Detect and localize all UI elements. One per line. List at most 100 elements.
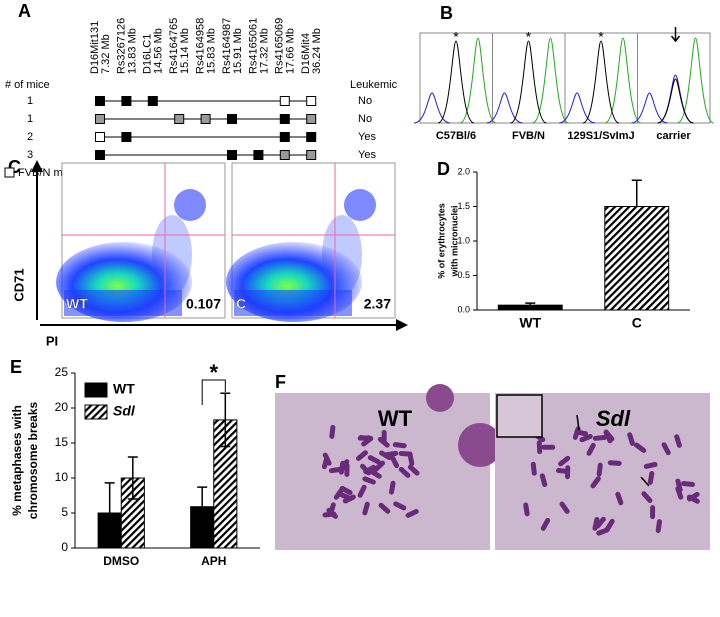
trace-green (677, 37, 714, 124)
leukemic-status: No (358, 95, 372, 107)
marker-name: Rs4164987 (221, 18, 233, 74)
marker-name: Rs4165061 (247, 18, 259, 74)
chromosome (329, 424, 336, 439)
leukemic-status: Yes (358, 149, 376, 161)
marker-cell (200, 114, 211, 124)
marker-cell (227, 150, 237, 160)
arrow-head (396, 319, 408, 331)
chromosome (384, 450, 399, 458)
chromosome (407, 464, 420, 476)
chromosome (641, 491, 653, 503)
trace-black (437, 40, 475, 124)
marker-name: D16Mit4 (300, 33, 312, 74)
arrow-head (31, 160, 43, 172)
error-bar (104, 482, 115, 544)
chromosome (574, 429, 589, 437)
leukemic-status: Yes (358, 131, 376, 143)
chromosome (590, 476, 601, 489)
error-bar (220, 392, 231, 448)
y-tick-label: 1.0 (457, 235, 470, 245)
chromosome (333, 487, 345, 500)
cell-cluster (174, 189, 206, 221)
chromosome (390, 455, 400, 469)
chromosome (627, 432, 635, 446)
cell-cluster (344, 189, 376, 221)
image-label: WT (378, 406, 413, 431)
flow-plot: C 2.37 (226, 162, 396, 322)
cell-floor (234, 290, 352, 316)
marker-cell (306, 150, 317, 160)
marker-pos: 15.91 Mb (232, 28, 244, 74)
chromosome (377, 436, 390, 448)
mouse-count: 1 (27, 113, 33, 125)
chromosome (398, 466, 411, 478)
chromosome (592, 435, 607, 441)
chromosome (339, 459, 350, 472)
arrow (670, 27, 681, 43)
marker-cell (306, 114, 317, 124)
trace-blue (631, 92, 668, 124)
trace-green (459, 37, 497, 124)
y-tick-label: 0 (61, 540, 68, 554)
chromosome (603, 430, 613, 444)
chromosome (615, 491, 624, 506)
cell-spread (152, 215, 192, 295)
marker-name: Rs4165069 (274, 18, 286, 74)
y-axis-label: % of erythrocytes (436, 203, 446, 279)
chromosome (321, 455, 330, 470)
x-tick-label: C (632, 315, 642, 331)
chromosome (393, 501, 407, 511)
peak-star: * (526, 29, 532, 45)
trace-blue (657, 74, 694, 124)
cell-spread (322, 215, 362, 295)
chromosome (357, 484, 367, 498)
chromosome (661, 442, 671, 456)
marker-pos: 14.56 Mb (153, 28, 165, 74)
marker-pos: 17.32 Mb (258, 28, 270, 74)
y-tick-label: 1.5 (457, 201, 470, 211)
trace-blue (413, 92, 451, 124)
chromosome (643, 461, 658, 469)
nucleus (426, 384, 454, 412)
chromosome (367, 455, 381, 465)
chromosome (362, 501, 370, 516)
trace-label: C57Bl/6 (436, 130, 476, 142)
mouse-count: 1 (27, 95, 33, 107)
header: # of mice (5, 79, 50, 91)
trace-green (604, 37, 642, 124)
arrow (576, 414, 650, 487)
bar (497, 304, 563, 311)
trace-blue (558, 92, 596, 124)
marker-cell (227, 114, 237, 124)
legend-swatch (84, 382, 108, 398)
chromosome (633, 442, 647, 453)
mouse-count: 3 (27, 149, 33, 161)
marker-cell (279, 114, 290, 124)
chromosome (586, 442, 596, 456)
chromosome (541, 444, 556, 450)
marker-cell (306, 96, 317, 106)
y-axis-label: with micronuclei (449, 205, 459, 277)
y-axis-label: % metaphases with (10, 405, 24, 516)
marker-cell (95, 114, 105, 124)
peak-star: * (453, 29, 459, 45)
error-bar (631, 179, 642, 207)
error-bar (525, 302, 536, 306)
marker-name: D16Mit131 (89, 21, 101, 74)
chromosome (530, 461, 537, 476)
legend-label: WT (113, 381, 135, 397)
chromosome (373, 460, 386, 472)
chromosome (326, 507, 338, 519)
marker-cell (279, 132, 290, 142)
plot-value: 2.37 (364, 296, 391, 312)
mouse-count: 2 (27, 131, 33, 143)
marker-pos: 15.83 Mb (206, 28, 218, 74)
trace-label: FVB/N (512, 130, 545, 142)
chromosome (647, 470, 655, 485)
marker-name: Rs3267126 (115, 18, 127, 74)
chromosome (681, 481, 696, 488)
marker-cell (253, 150, 264, 160)
marker-cell (121, 96, 132, 106)
image-bg (275, 393, 490, 550)
